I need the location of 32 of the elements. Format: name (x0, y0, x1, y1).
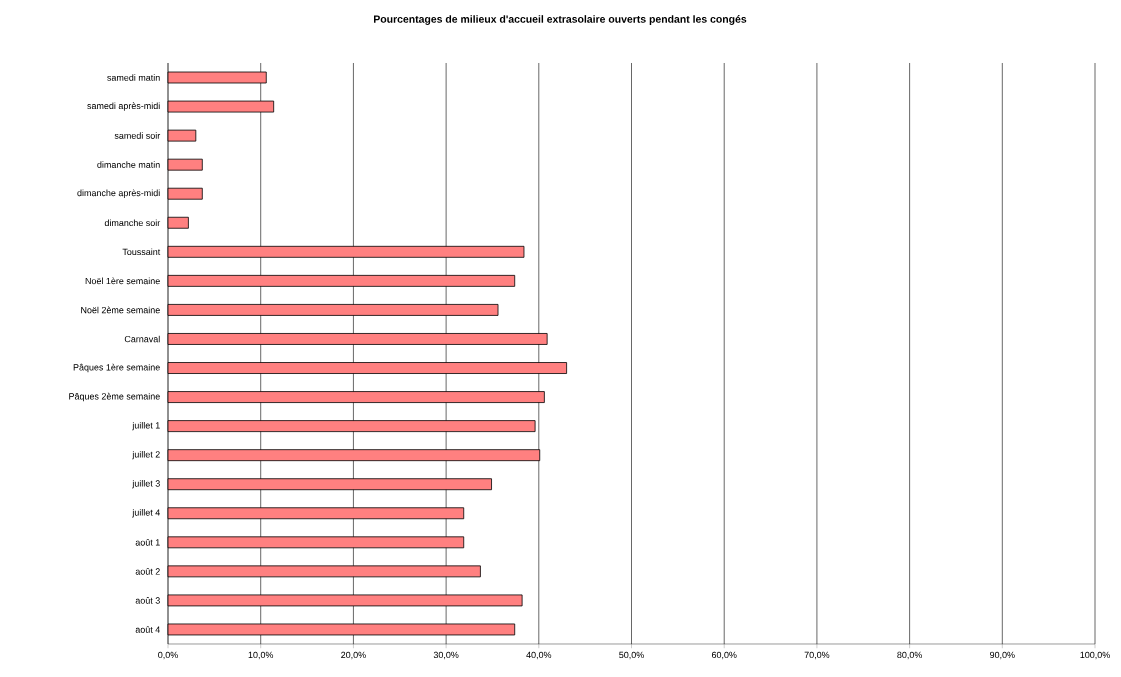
x-tick-label: 50,0% (619, 651, 644, 660)
x-tick-label: 60,0% (711, 651, 737, 660)
y-tick-label: samedi après-midi (87, 102, 160, 111)
y-tick-label: juillet 1 (132, 421, 160, 431)
y-tick-label: juillet 4 (132, 509, 160, 518)
x-tick-label: 10,0% (248, 651, 274, 660)
x-tick-label: 0,0% (158, 651, 178, 660)
x-tick-label: 70,0% (804, 651, 830, 660)
y-tick-label: août 4 (135, 626, 160, 633)
y-tick-label: Carnaval (124, 335, 160, 343)
chart-title: Pourcentages de milieux d'accueil extrasolaire ouverts pendant les congés (374, 15, 747, 25)
y-tick-label: samedi soir (114, 132, 161, 139)
y-tick-label: juillet 3 (132, 480, 160, 489)
y-tick-label: dimanche matin (97, 161, 160, 168)
x-tick-label: 90,0% (990, 651, 1015, 660)
x-tick-label: 20,0% (341, 651, 366, 660)
y-tick-label: dimanche soir (104, 219, 161, 227)
y-tick-label: Pâques 1ère semaine (73, 363, 160, 373)
y-tick-label: dimanche après-midi (77, 189, 160, 198)
x-tick-label: 30,0% (433, 651, 459, 660)
x-tick-label: 80,0% (897, 651, 922, 660)
y-tick-label: Noël 2ème semaine (81, 306, 160, 314)
y-tick-label: juillet 2 (132, 450, 160, 460)
y-tick-label: Toussaint (122, 248, 161, 256)
x-tick-label: 100,0% (1080, 651, 1110, 660)
y-tick-label: Noël 1ère semaine (85, 277, 160, 285)
y-tick-label: Pâques 2ème semaine (69, 392, 160, 402)
y-tick-label: août 2 (135, 568, 160, 575)
y-tick-label: août 1 (135, 539, 160, 546)
x-tick-label: 40,0% (526, 651, 552, 660)
y-tick-label: août 3 (135, 597, 160, 604)
y-tick-label: samedi matin (107, 74, 160, 81)
